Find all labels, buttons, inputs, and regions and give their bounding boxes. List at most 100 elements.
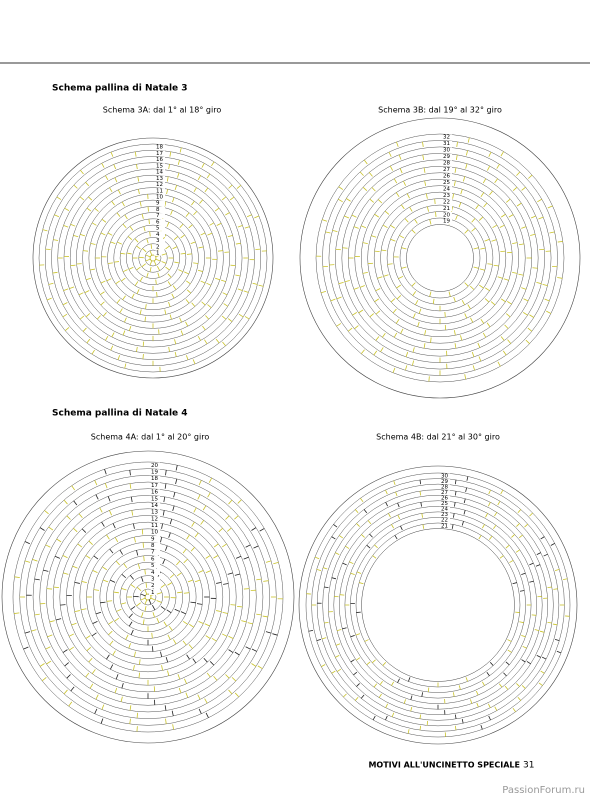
stitch: [373, 683, 378, 688]
ring: [144, 249, 162, 267]
round-box: [149, 529, 160, 536]
stitch: [168, 301, 171, 307]
stitch: [216, 222, 222, 226]
stitch: [177, 172, 180, 178]
stitch: [190, 241, 196, 245]
stitch: [113, 164, 117, 170]
stitch: [162, 558, 166, 565]
round-box: [149, 462, 160, 469]
stitch: [351, 214, 357, 218]
stitch: [480, 192, 485, 198]
stitch: [453, 513, 455, 518]
round-box: [149, 569, 160, 576]
stitch: [385, 502, 389, 507]
stitch: [124, 317, 127, 323]
stitch: [324, 586, 329, 589]
stitch: [169, 151, 172, 157]
round-number: 5: [151, 563, 155, 569]
stitch: [359, 582, 364, 585]
stitch: [89, 683, 94, 689]
stitch: [475, 204, 480, 210]
stitch: [247, 622, 253, 625]
round-box: [149, 509, 160, 515]
stitch: [385, 489, 388, 495]
stitch: [69, 646, 74, 651]
stitch: [425, 193, 428, 199]
round-box: [149, 502, 160, 509]
stitch: [117, 355, 121, 361]
stitch: [356, 523, 360, 527]
stitch: [497, 276, 503, 279]
ring: [38, 143, 268, 373]
stitch: [221, 315, 227, 320]
ring: [322, 489, 554, 721]
stitch: [73, 184, 78, 189]
stitch: [385, 715, 388, 721]
stitch: [125, 634, 129, 640]
round-number: 18: [156, 145, 163, 151]
stitch: [185, 299, 190, 304]
stitch: [208, 477, 213, 483]
stitch: [517, 696, 522, 701]
stitch: [390, 224, 395, 229]
stitch: [429, 219, 432, 225]
stitch: [109, 664, 114, 670]
stitch: [137, 176, 140, 182]
stitch: [530, 233, 536, 236]
stitch: [244, 316, 250, 320]
stitch: [494, 178, 499, 184]
stitch: [176, 560, 181, 566]
stitch: [184, 271, 189, 275]
stitch: [478, 535, 482, 540]
stitch: [512, 242, 518, 245]
stitch: [180, 611, 187, 615]
stitch: [251, 663, 257, 667]
stitch: [481, 524, 485, 529]
stitch: [86, 338, 91, 344]
stitch: [156, 291, 158, 298]
stitch: [138, 672, 140, 679]
stitch: [237, 288, 243, 291]
stitch: [127, 236, 133, 240]
stitch: [48, 282, 54, 285]
stitch: [360, 225, 367, 229]
stitch: [516, 202, 522, 207]
stitch: [200, 232, 206, 236]
stitch: [217, 250, 224, 252]
ring: [360, 178, 520, 338]
stitch: [354, 696, 359, 701]
stitch: [80, 233, 86, 237]
stitch: [102, 579, 109, 583]
stitch: [372, 555, 377, 559]
round-box: [149, 515, 160, 522]
stitch: [488, 715, 491, 721]
stitch: [213, 676, 218, 681]
round-box: [149, 489, 160, 495]
caption: Schema 3A: dal 1° al 18° giro: [103, 106, 222, 115]
stitch: [453, 692, 455, 697]
round-number: 15: [151, 496, 158, 502]
ring: [39, 488, 257, 706]
stitch: [507, 339, 512, 344]
stitch: [186, 654, 190, 660]
stitch: [349, 561, 354, 565]
stitch: [218, 527, 224, 533]
stitch: [331, 577, 337, 580]
stitch: [473, 247, 479, 250]
stitch: [88, 540, 93, 545]
round-number: 28: [443, 161, 450, 167]
ring: [380, 198, 500, 318]
ring: [322, 140, 558, 376]
stitch: [316, 568, 322, 572]
stitch: [557, 277, 563, 279]
stitch: [419, 725, 422, 731]
stitch: [111, 200, 115, 206]
stitch: [53, 586, 59, 589]
stitch: [516, 523, 520, 527]
stitch: [543, 553, 548, 557]
round-number: 23: [441, 512, 448, 518]
stitch: [391, 681, 395, 686]
ring: [386, 204, 494, 312]
stitch: [191, 521, 195, 527]
stitch: [121, 573, 127, 579]
